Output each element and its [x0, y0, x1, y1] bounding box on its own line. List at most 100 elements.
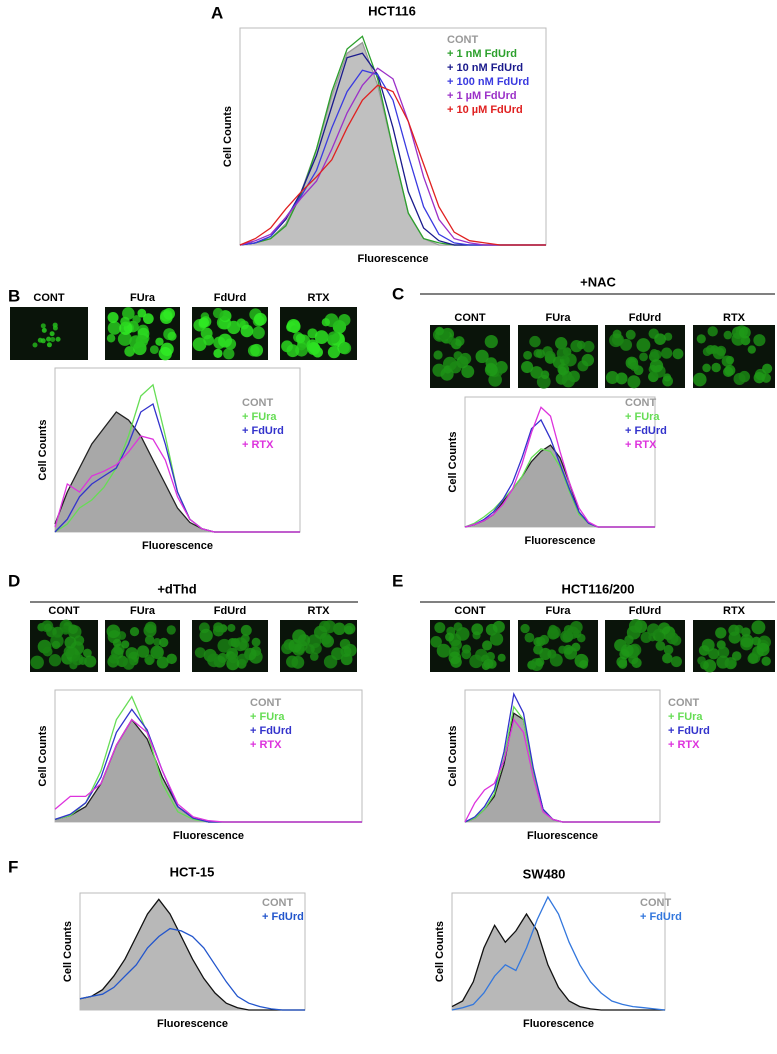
legend-entry: + FdUrd	[625, 425, 667, 437]
panel: C +NAC CONT FUra FdUrd RTX Cell Counts Fluoresc…	[392, 274, 775, 547]
histogram-line	[54, 435, 300, 533]
cell	[122, 307, 135, 320]
cell	[166, 653, 177, 665]
cell	[286, 344, 300, 358]
micrograph	[518, 325, 598, 389]
cell	[136, 645, 150, 658]
cell	[63, 646, 75, 658]
cell	[120, 316, 130, 327]
cell	[46, 342, 52, 348]
cell	[636, 338, 651, 353]
cell	[723, 330, 733, 340]
cell	[727, 660, 737, 669]
cell	[30, 655, 44, 670]
cell	[703, 659, 717, 673]
cell	[697, 656, 706, 665]
cell	[698, 645, 710, 656]
cell	[122, 657, 135, 670]
cell	[46, 336, 52, 342]
histogram-line	[79, 927, 305, 1011]
cell	[569, 620, 583, 634]
cell	[55, 336, 61, 342]
cell	[106, 334, 116, 343]
cell	[84, 655, 97, 668]
histogram-line	[239, 67, 546, 246]
cell	[338, 314, 351, 327]
panel-title: HCT116/200	[562, 581, 635, 596]
legend-entry: CONT	[447, 34, 478, 46]
cell	[218, 333, 233, 348]
cell	[304, 644, 315, 655]
cell	[212, 307, 224, 319]
cell	[655, 632, 665, 642]
cell	[51, 640, 61, 650]
micrograph	[693, 620, 775, 673]
cell	[461, 644, 472, 654]
cell	[579, 660, 589, 669]
cell	[639, 352, 648, 362]
cell	[240, 324, 254, 338]
cell	[485, 357, 497, 369]
cell	[142, 313, 154, 325]
cell	[672, 348, 684, 360]
cell	[217, 638, 232, 653]
cell	[453, 622, 463, 632]
panel: A HCT116 Cell Counts Fluorescence CONT + 1 nM…	[211, 3, 547, 265]
micrograph	[518, 620, 598, 672]
cell	[728, 624, 740, 636]
legend-entry: + FUra	[242, 411, 277, 423]
histogram-line	[464, 718, 660, 823]
cell	[433, 350, 443, 360]
cell	[654, 333, 666, 346]
cell	[581, 353, 595, 367]
legend-entry: CONT	[668, 697, 699, 709]
panel-title: HCT116	[368, 3, 416, 18]
cell	[137, 308, 147, 318]
cell	[145, 656, 154, 666]
x-axis-label: Fluorescence	[527, 830, 598, 842]
image-label: FdUrd	[214, 292, 246, 304]
cell	[747, 653, 759, 664]
cell	[535, 657, 545, 667]
panel-title: HCT-15	[170, 864, 215, 879]
cell	[152, 646, 164, 658]
cell	[440, 367, 454, 381]
cell	[44, 623, 53, 632]
legend-entry: + FdUrd	[668, 725, 710, 737]
cell	[50, 336, 56, 342]
micrograph	[105, 620, 180, 672]
cell	[627, 375, 641, 389]
cell	[628, 619, 643, 633]
cell	[159, 637, 169, 648]
cell	[430, 636, 442, 648]
cell	[549, 653, 563, 667]
cell	[83, 648, 92, 658]
image-label: FdUrd	[214, 605, 246, 617]
micrograph	[605, 325, 685, 389]
cell	[166, 625, 176, 635]
cell	[523, 350, 533, 360]
cell	[715, 627, 727, 639]
cell	[434, 622, 446, 634]
legend-entry: + 100 nM FdUrd	[447, 76, 529, 88]
cell	[227, 623, 236, 632]
cell	[240, 624, 252, 636]
y-axis-label: Cell Counts	[37, 725, 49, 786]
legend-entry: + FdUrd	[250, 725, 292, 737]
cell	[156, 656, 169, 669]
cell	[693, 372, 707, 387]
micrograph	[280, 307, 357, 360]
legend-entry: + RTX	[250, 739, 282, 751]
cell	[521, 360, 534, 374]
legend-entry: + RTX	[242, 439, 274, 451]
image-label: CONT	[48, 605, 79, 617]
cell	[475, 349, 489, 364]
cell	[144, 635, 155, 645]
cell	[711, 362, 721, 373]
micrograph	[605, 619, 685, 672]
cell	[605, 371, 619, 385]
cell	[331, 647, 344, 661]
x-axis-label: Fluorescence	[157, 1018, 228, 1030]
panel: D +dThd CONT FUra FdUrd RTX Cell Counts Fluores…	[8, 571, 363, 842]
cell	[236, 318, 246, 328]
